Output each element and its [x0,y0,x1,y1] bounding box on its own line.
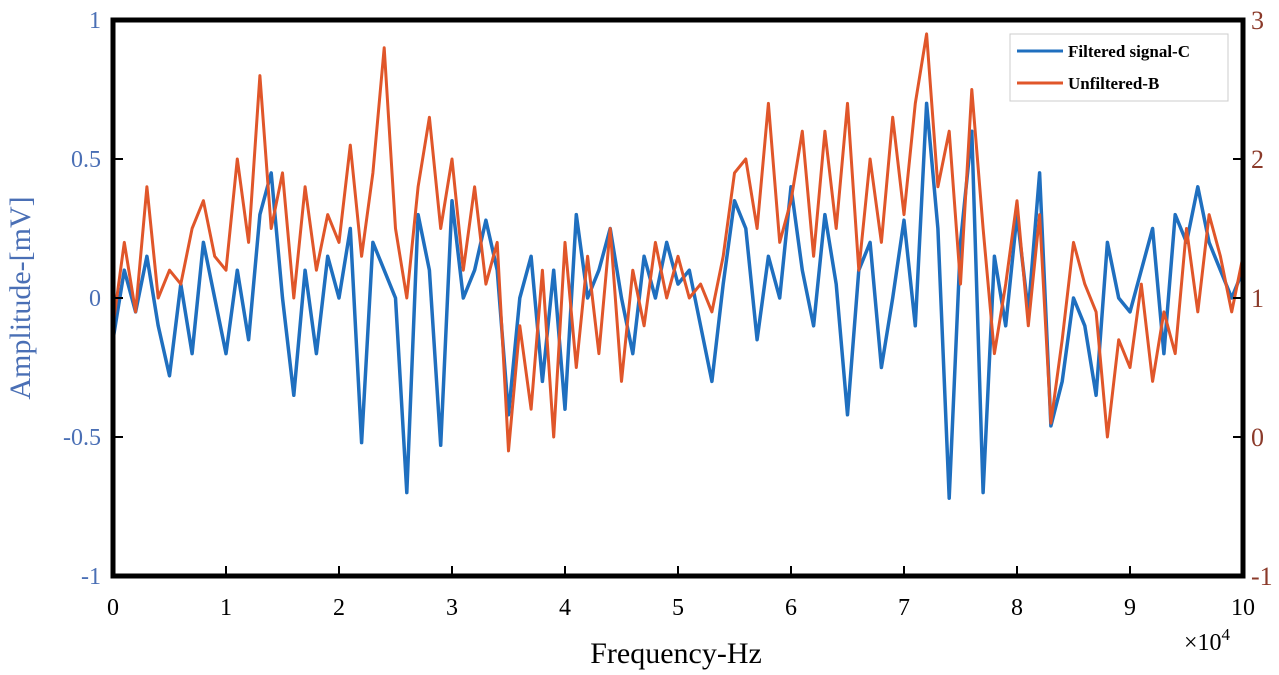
series-line-unfiltered [111,32,1245,453]
left-y-tick-label: 0.5 [71,147,101,173]
legend-label-filtered: Filtered signal-C [1068,42,1190,61]
legend: Filtered signal-C Unfiltered-B [1009,33,1229,102]
x-tick-label: 2 [333,595,345,621]
x-tick-label: 4 [559,595,571,621]
right-y-tick-label: -1 [1251,562,1273,591]
left-y-tick-label: -1 [81,564,101,590]
x-tick-label: 6 [785,595,797,621]
x-tick-label: 1 [220,595,232,621]
right-y-tick-label: 2 [1251,145,1264,174]
y-axis-label-left: Amplitude-[mV] [4,196,37,399]
x-tick-label: 0 [107,595,119,621]
right-y-axis-ticks: 3 2 1 0 -1 [1233,6,1273,591]
right-y-tick-label: 0 [1251,423,1264,452]
x-tick-label: 9 [1124,595,1136,621]
left-y-axis-ticks: 1 0.5 0 -0.5 -1 [63,8,123,590]
x-tick-label: 3 [446,595,458,621]
x-tick-label: 5 [672,595,684,621]
right-y-tick-label: 1 [1251,284,1264,313]
legend-label-unfiltered: Unfiltered-B [1068,74,1159,93]
right-y-tick-label: 3 [1251,6,1264,35]
legend-box [1009,33,1229,102]
x-axis-multiplier-exponent: 4 [1222,625,1231,644]
x-tick-label: 7 [898,595,910,621]
x-axis-multiplier: ×104 [1184,625,1231,656]
series-line-filtered [111,101,1245,500]
series-layer [111,32,1245,500]
x-axis-ticks: 0 1 2 3 4 5 6 7 8 9 10 [107,566,1255,621]
x-axis-multiplier-base: ×10 [1184,630,1222,656]
left-y-tick-label: -0.5 [63,425,101,451]
left-y-tick-label: 1 [89,8,101,34]
x-tick-label: 8 [1011,595,1023,621]
x-tick-label: 10 [1231,595,1255,621]
x-axis-label: Frequency-Hz [590,637,762,670]
left-y-tick-label: 0 [89,286,101,312]
